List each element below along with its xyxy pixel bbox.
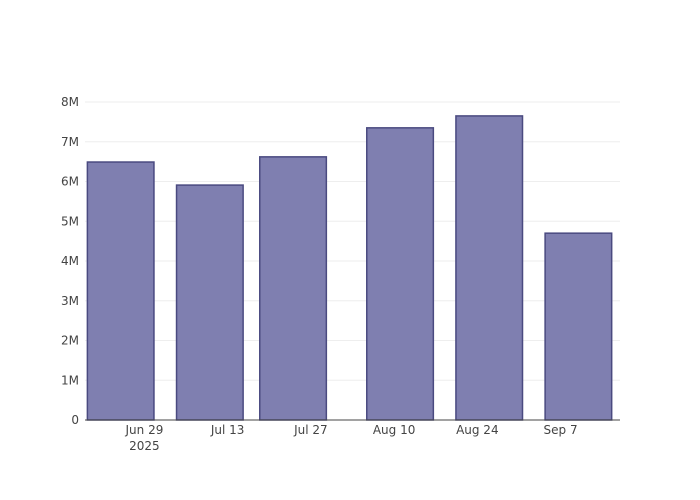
- x-tick-label: Jun 29 2025: [125, 423, 164, 453]
- bar: [86, 161, 155, 421]
- y-tick-label: 1M: [61, 373, 79, 387]
- x-tick-label: Jul 13: [210, 423, 245, 437]
- y-tick-label: 7M: [61, 135, 79, 149]
- y-tick-label: 4M: [61, 254, 79, 268]
- x-tick-label-line: Aug 10: [373, 423, 416, 437]
- x-tick-label-line: Jul 27: [293, 423, 328, 437]
- y-tick-label: 3M: [61, 294, 79, 308]
- bar: [544, 232, 613, 421]
- x-tick-label: Aug 10: [373, 423, 416, 437]
- x-tick-label: Sep 7: [544, 423, 578, 437]
- x-tick-label: Jul 27: [293, 423, 328, 437]
- x-tick-label-line: Jun 29: [125, 423, 164, 437]
- y-tick-label: 2M: [61, 334, 79, 348]
- x-tick-label: Aug 24: [456, 423, 499, 437]
- y-tick-label: 5M: [61, 214, 79, 228]
- x-tick-label-line: Aug 24: [456, 423, 499, 437]
- y-tick-label: 0: [71, 413, 79, 427]
- bar: [259, 156, 328, 421]
- y-tick-label: 8M: [61, 95, 79, 109]
- bar: [366, 127, 435, 421]
- x-tick-label-line: Jul 13: [210, 423, 245, 437]
- x-tick-label-line: Sep 7: [544, 423, 578, 437]
- y-tick-label: 6M: [61, 175, 79, 189]
- x-tick-label-line: 2025: [129, 439, 160, 453]
- bar: [175, 184, 244, 421]
- bar: [455, 115, 524, 421]
